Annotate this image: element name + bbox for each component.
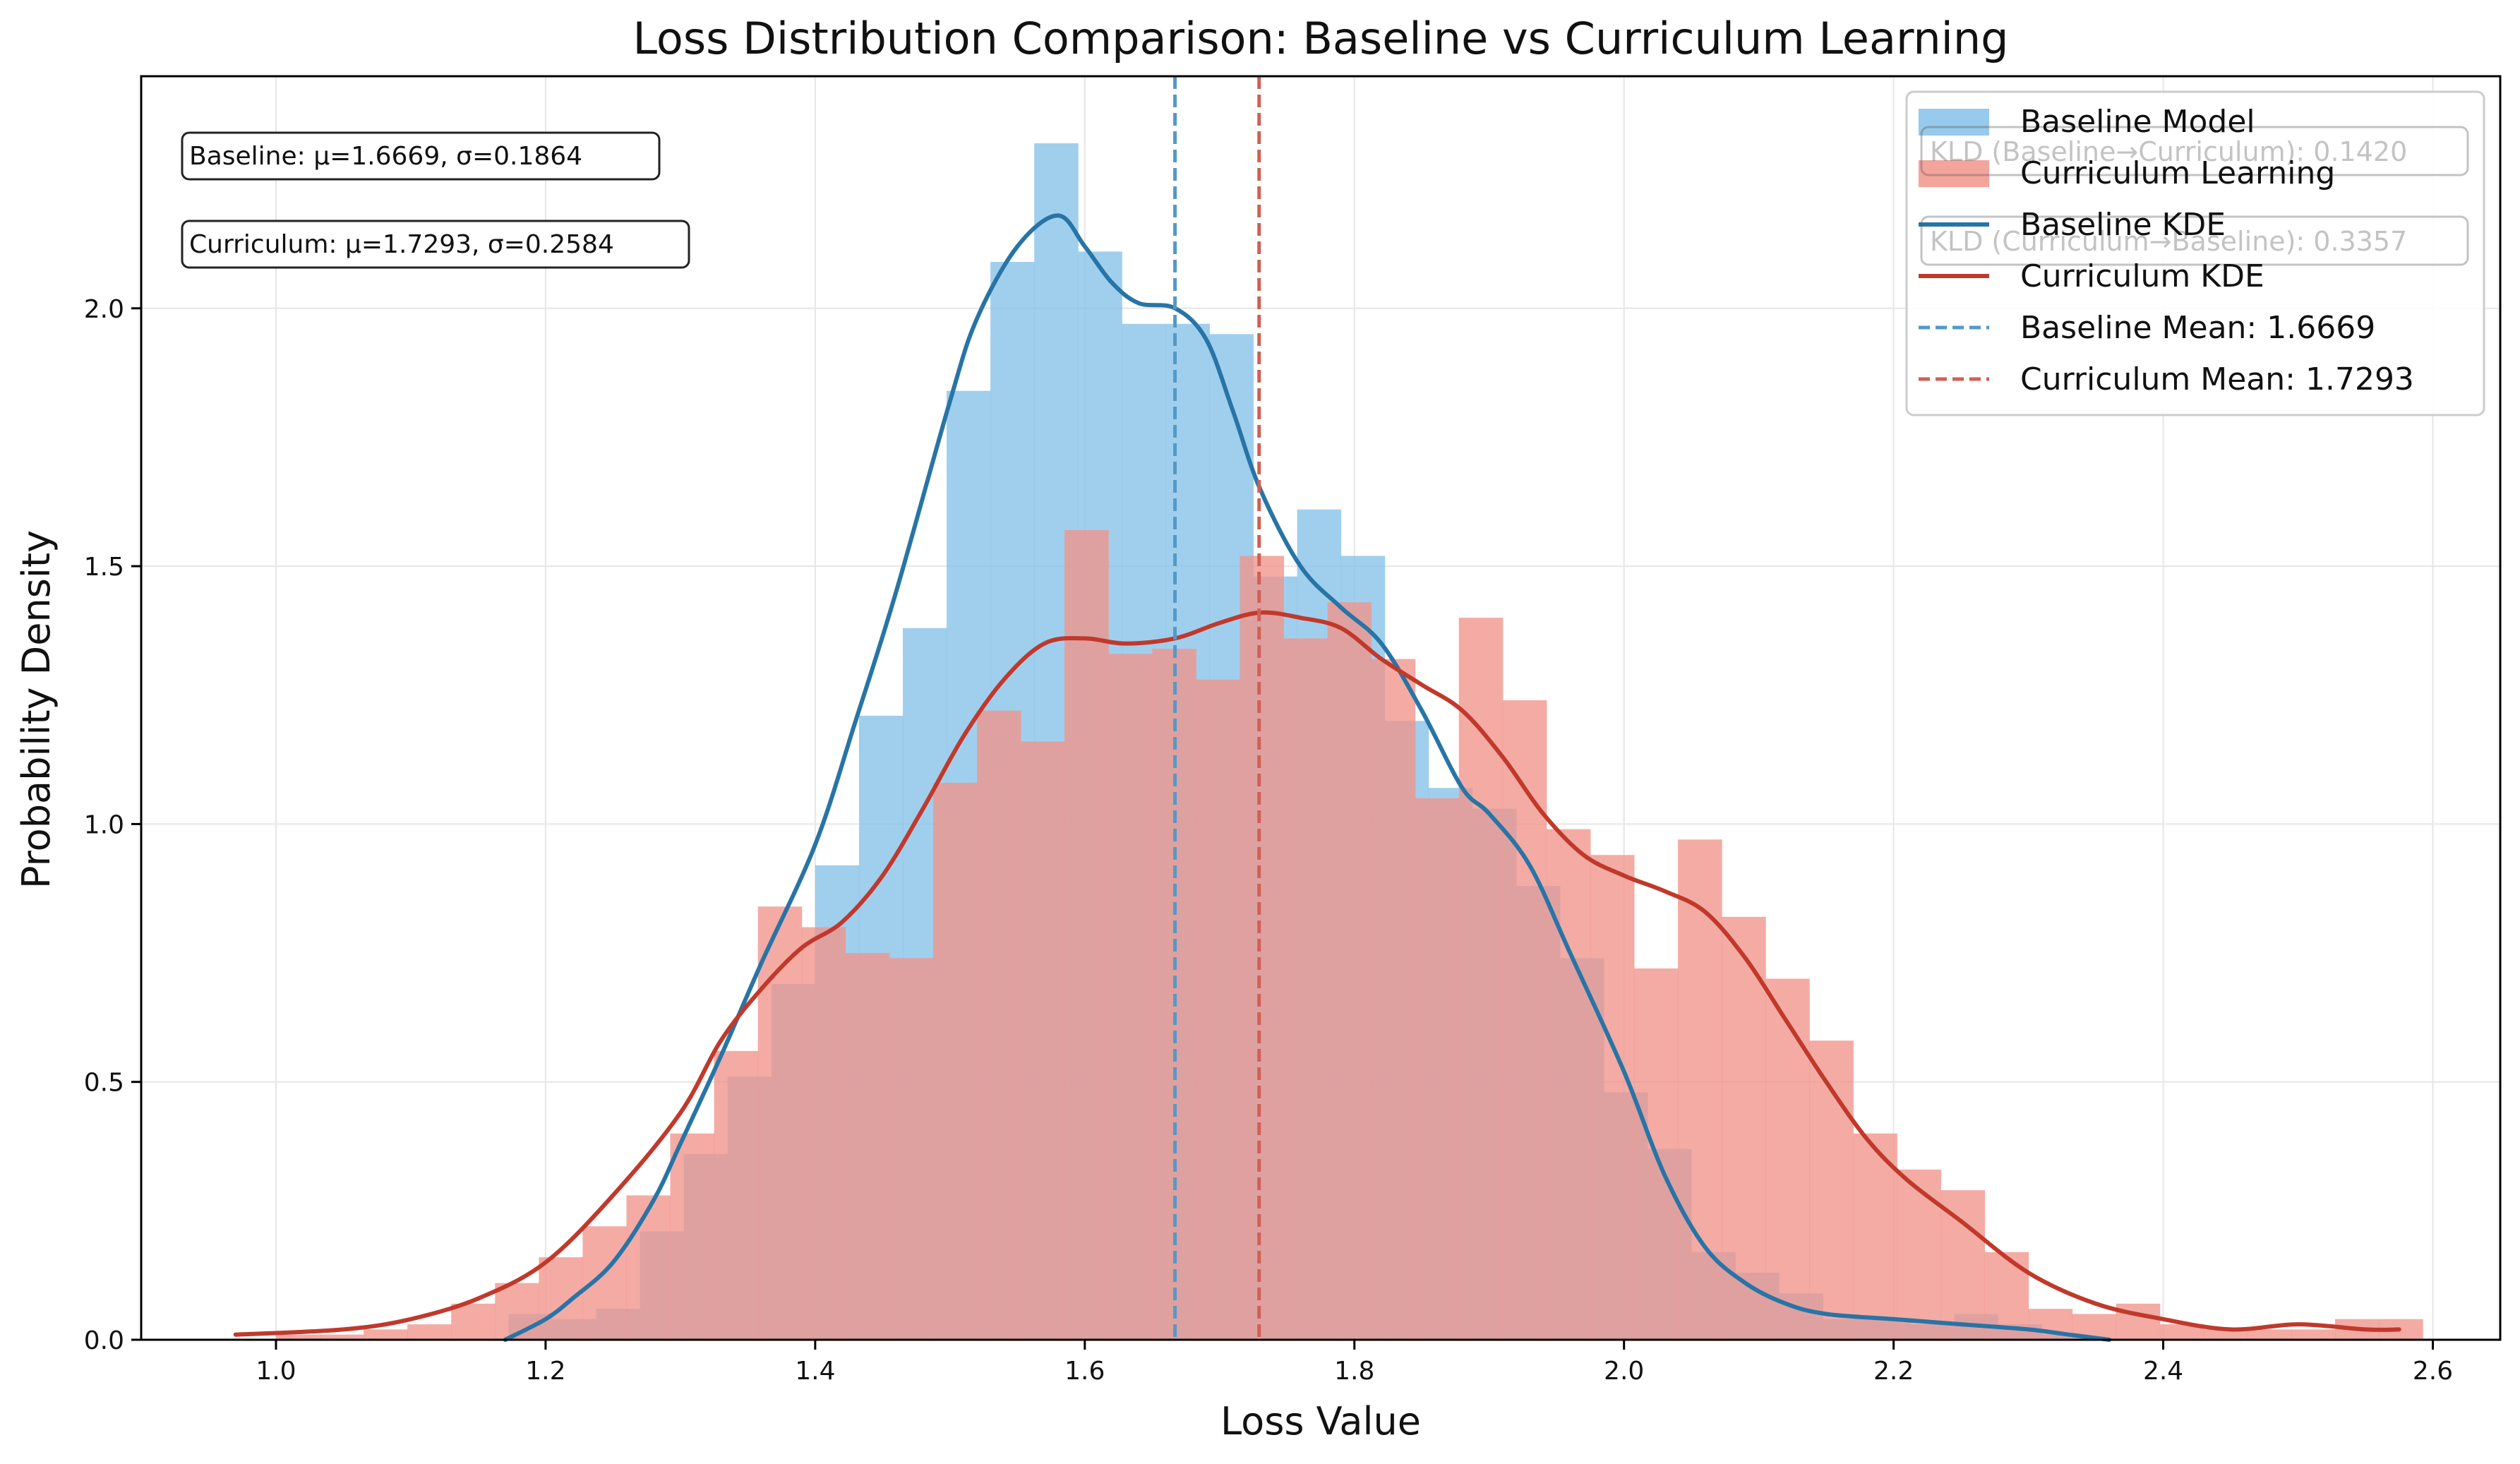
legend-entry-baseline-model-swatch [1919,109,1989,136]
kld-box-curriculum-to-baseline: KLD (Curriculum→Baseline): 0.3357 [1920,215,2469,266]
hist-bar-1-27 [1458,618,1504,1340]
hist-bar-1-0 [275,1334,320,1340]
hist-bar-1-1 [320,1334,364,1340]
hist-bar-1-35 [1809,1040,1854,1340]
hist-bar-1-46 [2291,1329,2336,1340]
kde-curves [233,213,2401,1342]
y-tick-label-4: 2.0 [84,295,124,324]
hist-bar-1-25 [1371,659,1416,1340]
hist-bar-1-3 [407,1324,452,1340]
stats-text-baseline: Baseline: μ=1.6669, σ=0.1864 [189,142,582,171]
tick-labels: 1.0 1.2 1.4 1.6 1.8 2.0 2.2 2.4 2.6 0.0 0.5 1.0 1.5 2… [84,295,2453,1386]
y-tick-label-1: 0.5 [84,1069,124,1098]
hist-bar-1-6 [539,1257,583,1340]
hist-bar-1-16 [977,710,1021,1340]
hist-bar-1-10 [714,1050,759,1340]
stats-box-curriculum: Curriculum: μ=1.7293, σ=0.2584 [181,220,690,269]
x-axis-label: Loss Value [1220,1399,1421,1444]
plot-frame [140,75,2502,1341]
hist-bar-1-38 [1940,1190,1986,1340]
x-tick-label-6: 2.2 [1873,1357,1914,1386]
hist-bar-1-4 [451,1303,496,1340]
hist-bar-1-28 [1502,700,1547,1340]
legend-entry-baseline-mean-1-6669-label: Baseline Mean: 1.6669 [2020,310,2375,346]
legend-entry-curriculum-mean-1-7293-label: Curriculum Mean: 1.7293 [2020,361,2414,397]
stats-text-curriculum: Curriculum: μ=1.7293, σ=0.2584 [189,230,614,259]
histogram-curriculum [275,529,2423,1340]
hist-bar-1-34 [1765,978,1810,1340]
y-tick-label-0: 0.0 [84,1326,124,1355]
hist-bar-1-14 [889,958,934,1340]
hist-bar-1-26 [1415,798,1460,1340]
histograms [275,143,2423,1340]
y-tick-label-3: 1.5 [84,553,124,582]
hist-bar-1-37 [1897,1169,1941,1340]
hist-bar-1-17 [1021,741,1065,1340]
legend-entry-baseline-kde-label: Baseline KDE [2020,207,2226,243]
x-tick-label-3: 1.6 [1064,1357,1105,1386]
hist-bar-1-43 [2159,1324,2204,1340]
kld-text-curriculum-to-baseline: KLD (Curriculum→Baseline): 0.3357 [1930,226,2407,257]
baseline-kde-line [503,213,2112,1342]
hist-bar-1-8 [626,1195,671,1340]
hist-bar-1-29 [1546,829,1591,1340]
x-tick-label-2: 1.4 [795,1357,835,1386]
axes [140,75,2502,1341]
legend-entry-curriculum-learning-swatch [1919,160,1989,187]
x-tick-label-8: 2.6 [2413,1357,2453,1386]
curriculum-kde-line [233,610,2401,1337]
x-tick-label-0: 1.0 [256,1357,296,1386]
stats-box-baseline: Baseline: μ=1.6669, σ=0.1864 [181,131,661,181]
hist-bar-1-2 [364,1329,408,1340]
hist-bar-1-32 [1678,839,1722,1340]
y-tick-label-2: 1.0 [84,810,124,839]
hist-bar-1-23 [1283,638,1328,1340]
legend [1905,90,2485,416]
hist-bar-1-9 [670,1133,715,1340]
hist-bar-1-15 [932,782,978,1340]
hist-bar-1-30 [1590,855,1635,1340]
hist-bar-1-36 [1853,1133,1897,1340]
x-tick-label-5: 2.0 [1604,1357,1644,1386]
x-tick-label-7: 2.4 [2143,1357,2183,1386]
hist-bar-1-44 [2203,1329,2248,1340]
x-tick-label-4: 1.8 [1334,1357,1374,1386]
hist-bar-1-13 [845,953,890,1340]
hist-bar-1-18 [1064,529,1109,1340]
legend-entry-curriculum-kde-label: Curriculum KDE [2020,258,2264,294]
y-axis-label: Probability Density [14,530,59,889]
x-tick-label-1: 1.2 [525,1357,565,1386]
hist-bar-1-12 [801,927,846,1340]
hist-bar-1-21 [1196,679,1240,1340]
legend-entry-baseline-model-label: Baseline Model [2020,104,2255,140]
legend-entry-curriculum-learning-label: Curriculum Learning [2020,155,2335,191]
hist-bar-1-24 [1327,602,1372,1340]
hist-bar-1-5 [495,1283,539,1340]
kld-text-baseline-to-curriculum: KLD (Baseline→Curriculum): 0.1420 [1930,136,2407,167]
hist-bar-1-11 [757,906,803,1340]
hist-bar-1-19 [1108,654,1153,1340]
mean-lines [1173,76,1261,1340]
hist-bar-1-22 [1240,556,1284,1340]
chart-title: Loss Distribution Comparison: Baseline v… [632,13,2008,64]
hist-bar-1-45 [2247,1329,2292,1340]
kld-box-baseline-to-curriculum: KLD (Baseline→Curriculum): 0.1420 [1920,126,2469,176]
